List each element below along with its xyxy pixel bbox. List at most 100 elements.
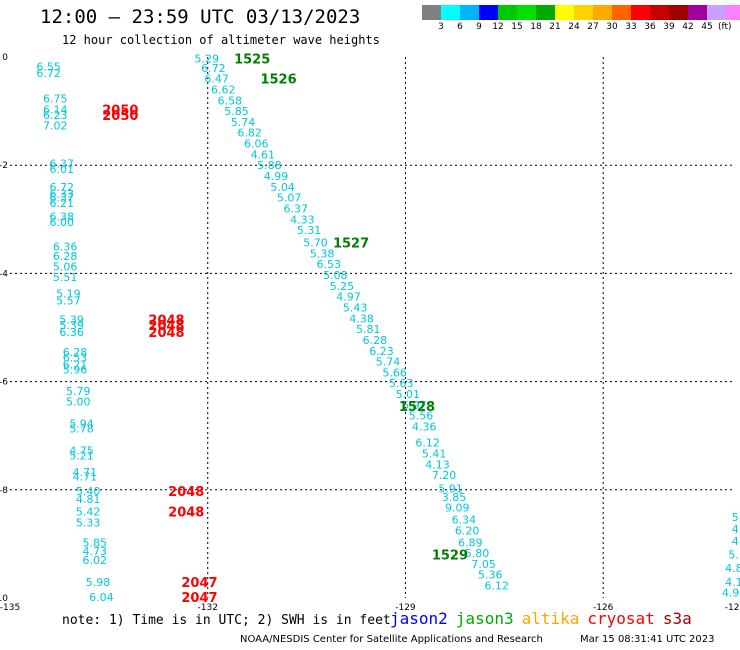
track-label: 2048 [168, 505, 204, 520]
wave-value: 6.21 [63, 358, 88, 371]
track-label: 1526 [260, 73, 296, 88]
track-label: 1525 [234, 53, 270, 68]
colorbar-unit: (ft) [718, 22, 732, 32]
track-label: 2048 [148, 313, 184, 328]
wave-value: 5.33 [76, 516, 101, 529]
wave-value: 6.34 [452, 514, 477, 527]
wave-value: 5.04 [270, 181, 295, 194]
satellite-cryosat: cryosat [587, 609, 655, 628]
wave-value: 5.74 [231, 116, 256, 129]
wave-value: 6.55 [36, 61, 61, 74]
satellite-legend: jason2 jason3 altika cryosat s3a [390, 609, 700, 628]
x-tick-label: -129 [395, 603, 416, 613]
colorbar-label: 27 [587, 22, 599, 32]
x-tick-label: -126 [593, 603, 614, 613]
wave-value: 5.08 [323, 269, 348, 282]
colorbar-label: 42 [682, 22, 694, 32]
colorbar-swatch [479, 5, 498, 20]
wave-value: 5.40 [76, 485, 101, 498]
colorbar-labels: 36912151821242730333639424570 [422, 22, 740, 34]
wave-value: 5.19 [56, 287, 81, 300]
wave-value: 5.91 [438, 483, 463, 496]
colorbar-swatch [650, 5, 669, 20]
wave-value: 5.00 [66, 396, 91, 409]
wave-value: 5.38 [310, 247, 335, 260]
wave-value: 4.9 [722, 587, 740, 600]
track-label: 2048 [148, 319, 184, 334]
wave-value: 7.02 [43, 120, 68, 133]
wave-value: 5.80 [465, 547, 490, 560]
wave-value: 6.72 [201, 62, 226, 75]
wave-height-colorbar [422, 5, 740, 20]
wave-value: 6.28 [53, 250, 78, 263]
y-tick-label: -2 [0, 161, 8, 171]
wave-value: 5.78 [69, 423, 94, 436]
wave-value: 4.81 [76, 493, 101, 506]
colorbar-label: 21 [549, 22, 561, 32]
axis-ticks: -135-132-129-126-123-1240-2-4-6-8-10 [0, 53, 740, 613]
track-labels: 1525152620502050152720482048204815282048… [102, 53, 468, 606]
colorbar-label: 24 [568, 22, 580, 32]
wave-value: 6.01 [50, 163, 75, 176]
satellite-jason3: jason3 [455, 609, 514, 628]
colorbar-label: 18 [530, 22, 542, 32]
track-label: 2050 [102, 103, 138, 118]
wave-value: 5.94 [69, 417, 94, 430]
colorbar-label: 12 [492, 22, 504, 32]
wave-value: 5.42 [76, 505, 101, 518]
wave-value: 4.1 [725, 576, 740, 589]
track-label: 1529 [432, 549, 468, 564]
y-tick-label: -8 [0, 486, 8, 496]
colorbar-swatch [707, 5, 726, 20]
colorbar-swatch [612, 5, 631, 20]
wave-value: 4.73 [83, 545, 108, 558]
wave-value: 6.33 [50, 187, 75, 200]
chart-title: 12:00 — 23:59 UTC 03/13/2023 [40, 6, 361, 28]
wave-value: 6.38 [50, 211, 75, 224]
wave-value: 5.39 [59, 319, 84, 332]
wave-value: 4 [732, 523, 739, 536]
satellite-jason2: jason2 [390, 609, 448, 628]
colorbar-swatch [688, 5, 707, 20]
wave-value: 5.66 [382, 366, 407, 379]
colorbar-label: 39 [663, 22, 675, 32]
wave-value: 5.25 [330, 280, 355, 293]
colorbar-swatch [422, 5, 441, 20]
colorbar-swatch [555, 5, 574, 20]
wave-value: 6.04 [89, 591, 114, 604]
wave-value: 4.61 [251, 148, 276, 161]
wave-values: 6.556.726.756.146.237.026.376.016.726.33… [36, 53, 740, 604]
wave-value: 6.14 [43, 103, 68, 116]
wave-value: 6.23 [369, 345, 394, 358]
satellite-altika: altika [521, 609, 580, 628]
wave-value: 5.63 [389, 377, 414, 390]
wave-value: 4.33 [290, 213, 315, 226]
wave-value: 5.85 [224, 105, 249, 118]
wave-value: 5.07 [277, 192, 302, 205]
wave-value: 6.21 [50, 197, 75, 210]
wave-value: 5.88 [257, 159, 282, 172]
wave-value: 5.85 [83, 536, 108, 549]
wave-value: 5.01 [396, 388, 421, 401]
colorbar-swatch [593, 5, 612, 20]
colorbar-label: 15 [511, 22, 523, 32]
track-label: 2048 [168, 485, 204, 500]
wave-value: 6.28 [63, 346, 88, 359]
wave-value: 4.71 [73, 466, 98, 479]
wave-value: 6.20 [455, 524, 480, 537]
wave-value: 5.81 [356, 323, 381, 336]
satellite-s3a: s3a [662, 609, 692, 628]
track-label: 2050 [102, 109, 138, 124]
colorbar-swatch [669, 5, 688, 20]
colorbar-swatch [498, 5, 517, 20]
footer-note: note: 1) Time is in UTC; 2) SWH is in fe… [62, 613, 391, 628]
wave-value: 9.09 [445, 502, 470, 515]
wave-value: 7.05 [471, 558, 496, 571]
wave-value: 4.97 [336, 291, 361, 304]
wave-value: 4 [732, 535, 739, 548]
wave-value: 6.02 [83, 554, 108, 567]
wave-value: 6.06 [244, 138, 269, 151]
wave-value: 4.13 [425, 458, 450, 471]
